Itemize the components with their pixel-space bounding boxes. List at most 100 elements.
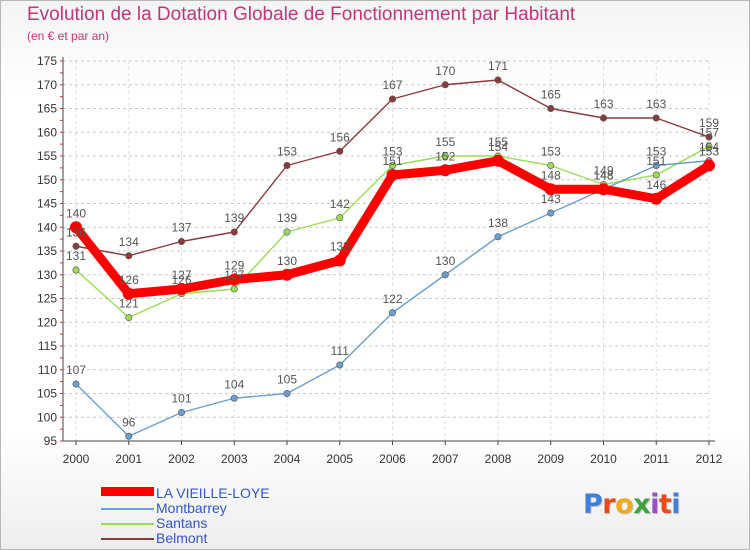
data-label-1: 96 [122,415,136,429]
data-label-3: 165 [541,88,561,102]
data-label-1: 154 [699,140,719,154]
y-tick-label: 155 [37,149,57,163]
y-tick-label: 120 [37,315,57,329]
data-point-1 [441,271,449,279]
legend-label-1: Montbarrey [156,500,227,516]
legend-swatch-2 [101,523,154,525]
data-point-3 [441,81,449,89]
x-tick-label: 2002 [168,452,195,466]
y-tick-label: 140 [37,220,57,234]
x-tick-label: 2008 [485,452,512,466]
data-label-2: 131 [66,249,86,263]
data-label-1: 107 [66,363,86,377]
data-label-2: 142 [330,197,350,211]
data-point-1 [72,380,80,388]
y-tick-label: 160 [37,125,57,139]
data-point-1 [388,309,396,317]
data-label-2: 121 [119,297,139,311]
data-label-0: 146 [646,178,666,192]
x-tick-label: 2009 [537,452,564,466]
data-label-0: 140 [66,206,86,220]
legend-swatch-0 [101,487,154,496]
data-point-1 [125,432,133,440]
data-label-3: 137 [171,221,191,235]
y-tick-label: 95 [44,434,58,448]
data-point-1 [652,162,660,170]
data-point-0 [703,159,715,172]
data-point-0 [439,164,452,177]
data-label-0: 148 [541,168,561,182]
data-point-3 [705,133,713,141]
chart-subtitle: (en € et par an) [27,29,110,43]
legend-label-0: LA VIEILLE-LOYE [156,485,270,501]
data-point-2 [652,171,660,179]
data-point-3 [72,242,80,250]
data-label-0: 153 [699,145,719,159]
data-label-0: 133 [330,240,350,254]
data-point-2 [72,266,80,274]
data-point-0 [597,183,610,196]
data-point-2 [283,228,291,236]
data-point-0 [228,273,241,286]
data-label-3: 163 [646,97,666,111]
data-label-3: 171 [488,59,508,73]
data-point-0 [175,283,188,295]
chart-title: Evolution de la Dotation Globale de Fonc… [27,4,576,25]
x-tick-label: 2006 [379,452,406,466]
data-label-0: 148 [593,168,613,182]
x-tick-label: 2001 [115,452,142,466]
y-tick-label: 105 [37,387,57,401]
data-point-0 [386,169,399,181]
data-label-3: 170 [435,64,455,78]
data-label-1: 104 [224,377,244,391]
data-point-1 [336,361,344,369]
legend-swatch-1 [101,508,154,510]
data-label-2: 153 [382,145,402,159]
x-tick-label: 2004 [274,452,301,466]
data-point-3 [388,95,396,103]
data-point-2 [705,143,713,151]
y-tick-label: 135 [37,244,57,258]
data-label-3: 136 [66,225,86,239]
data-label-1: 143 [541,192,561,206]
legend-swatch-3 [101,538,154,540]
data-label-1: 153 [646,145,666,159]
data-label-2: 126 [171,273,191,287]
data-label-2: 157 [699,126,719,140]
data-label-1: 148 [593,168,613,182]
x-tick-label: 2011 [643,452,669,466]
data-label-1: 111 [331,344,350,358]
y-tick-label: 100 [37,410,57,424]
y-tick-label: 130 [37,268,57,282]
data-label-1: 122 [382,292,402,306]
data-label-2: 153 [541,145,561,159]
data-label-3: 153 [277,145,297,159]
data-point-3 [230,228,238,236]
data-label-1: 138 [488,216,508,230]
y-tick-label: 150 [37,173,57,187]
data-label-2: 155 [488,135,508,149]
data-point-1 [283,389,291,397]
proxiti-logo: Proxiti [583,489,681,520]
data-point-0 [544,183,557,196]
y-tick-label: 175 [37,54,57,68]
y-tick-label: 125 [37,292,57,306]
data-label-0: 126 [119,273,139,287]
data-point-3 [178,238,186,246]
data-point-0 [492,154,504,167]
data-label-3: 163 [593,97,613,111]
data-label-2: 155 [435,135,455,149]
x-tick-label: 2012 [696,452,723,466]
data-label-3: 134 [119,235,139,249]
y-tick-label: 170 [37,78,57,92]
data-point-0 [122,287,135,300]
data-point-2 [388,162,396,170]
data-point-2 [230,285,238,293]
data-point-1 [178,408,186,416]
legend-label-3: Belmont [156,530,208,546]
data-point-1 [494,233,502,241]
data-label-0: 130 [277,254,297,268]
data-label-0: 127 [171,268,191,282]
